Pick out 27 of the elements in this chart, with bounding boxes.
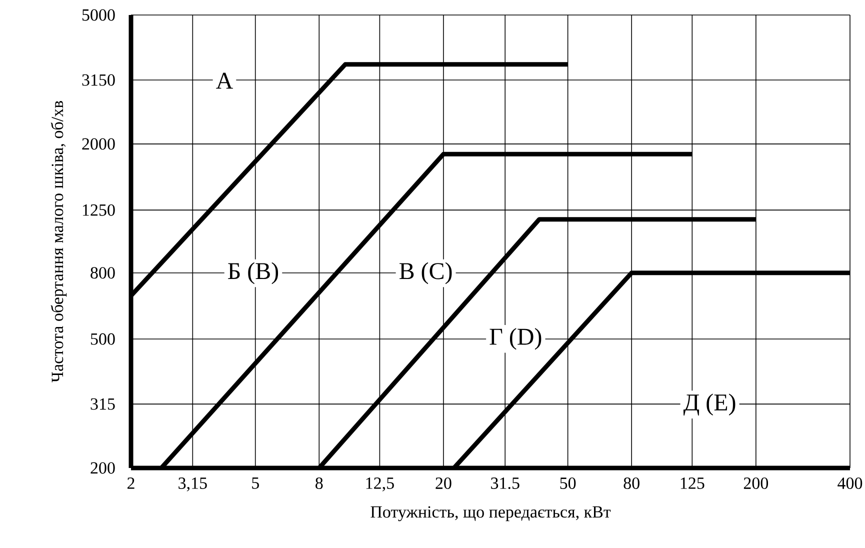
x-tick-label: 31.5 [491,478,520,489]
x-tick-label: 3,15 [178,478,207,492]
annotation: А [216,72,233,89]
annotation: В (С) [399,262,452,284]
x-tick-label: 200 [744,478,768,489]
y-tick-label: 3150 [82,74,115,86]
x-tick-label: 2 [128,478,134,489]
x-tick-label: 80 [624,478,640,489]
x-tick-label: 20 [436,478,452,489]
annotation: Б (В) [228,262,278,284]
x-tick-label: 5 [252,478,259,489]
x-tick-label: 50 [560,478,576,489]
y-tick-label: 315 [90,398,115,410]
y-tick-label: 1250 [82,204,115,216]
y-tick-label: 2000 [82,138,115,150]
y-tick-label: 800 [90,267,115,279]
y-tick-label: 5000 [82,9,115,21]
y-tick-label: 200 [90,462,115,474]
y-axis-title: Частота обертання малого шківа, об/хв [50,100,67,382]
x-axis-title: Потужність, що передається, кВт [370,506,611,522]
annotation: Г (D) [490,328,542,350]
x-tick-label: 8 [316,478,323,489]
y-tick-label: 500 [90,333,115,345]
annotation: Д (E) [683,394,736,416]
x-tick-label: 125 [680,478,704,489]
x-tick-label: 12,5 [366,478,394,492]
x-tick-label: 400 [838,478,862,489]
